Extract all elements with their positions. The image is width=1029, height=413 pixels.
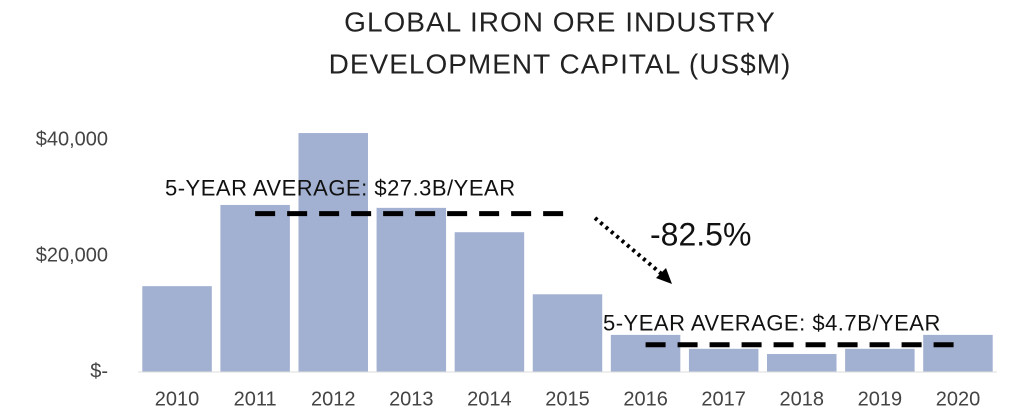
x-tick-label: 2017 xyxy=(701,388,746,410)
bar xyxy=(454,232,525,372)
change-arrow xyxy=(593,216,666,278)
bar xyxy=(767,354,837,372)
chart-title: GLOBAL IRON ORE INDUSTRY xyxy=(344,6,776,37)
bar xyxy=(532,294,603,372)
chart-title: DEVELOPMENT CAPITAL (US$M) xyxy=(329,48,792,79)
average-label: 5-YEAR AVERAGE: $27.3B/YEAR xyxy=(165,175,516,200)
bar xyxy=(688,348,759,372)
bar xyxy=(845,348,915,372)
x-tick-label: 2015 xyxy=(545,388,590,410)
x-tick-label: 2014 xyxy=(467,388,512,410)
x-tick-label: 2019 xyxy=(858,388,903,410)
bar xyxy=(220,204,290,372)
bar xyxy=(298,133,368,372)
y-tick-label: $20,000 xyxy=(36,244,108,266)
bar xyxy=(376,207,447,372)
y-tick-label: $- xyxy=(90,360,108,382)
bar xyxy=(142,286,212,372)
change-label: -82.5% xyxy=(650,216,751,252)
bar xyxy=(610,334,681,372)
x-tick-label: 2011 xyxy=(234,388,277,410)
y-tick-label: $40,000 xyxy=(36,128,108,150)
bar xyxy=(923,334,993,372)
average-label: 5-YEAR AVERAGE: $4.7B/YEAR xyxy=(603,311,941,336)
x-tick-label: 2020 xyxy=(936,388,981,410)
x-tick-label: 2018 xyxy=(780,388,825,410)
x-tick-label: 2012 xyxy=(311,388,356,410)
x-tick-label: 2016 xyxy=(623,388,668,410)
x-tick-label: 2010 xyxy=(155,388,200,410)
bars xyxy=(142,133,993,372)
arrow-head xyxy=(656,268,672,284)
x-tick-label: 2013 xyxy=(389,388,434,410)
